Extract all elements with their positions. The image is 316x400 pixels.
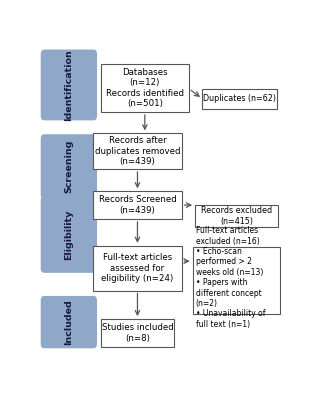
- FancyBboxPatch shape: [41, 196, 97, 273]
- Text: Identification: Identification: [64, 49, 73, 121]
- Text: Included: Included: [64, 299, 73, 345]
- Text: Eligibility: Eligibility: [64, 209, 73, 260]
- FancyBboxPatch shape: [41, 296, 97, 348]
- FancyBboxPatch shape: [94, 246, 181, 290]
- FancyBboxPatch shape: [202, 89, 277, 109]
- FancyBboxPatch shape: [41, 50, 97, 120]
- Text: Records after
duplicates removed
(n=439): Records after duplicates removed (n=439): [95, 136, 180, 166]
- Text: Records Screened
(n=439): Records Screened (n=439): [99, 195, 176, 215]
- Text: Screening: Screening: [64, 140, 73, 193]
- FancyBboxPatch shape: [94, 191, 181, 219]
- FancyBboxPatch shape: [101, 64, 189, 112]
- Text: Full-text articles
assessed for
eligibility (n=24): Full-text articles assessed for eligibil…: [101, 253, 173, 283]
- Text: Duplicates (n=62): Duplicates (n=62): [203, 94, 276, 103]
- Text: Full-text articles
excluded (n=16)
• Echo-scan
performed > 2
weeks old (n=13)
• : Full-text articles excluded (n=16) • Ech…: [196, 226, 265, 329]
- Text: Studies included
(n=8): Studies included (n=8): [101, 323, 173, 342]
- Text: Records excluded
(n=415): Records excluded (n=415): [201, 206, 272, 226]
- FancyBboxPatch shape: [101, 319, 174, 347]
- FancyBboxPatch shape: [192, 247, 280, 314]
- Text: Databases
(n=12)
Records identified
(n=501): Databases (n=12) Records identified (n=5…: [106, 68, 184, 108]
- FancyBboxPatch shape: [195, 205, 278, 227]
- FancyBboxPatch shape: [94, 134, 181, 169]
- FancyBboxPatch shape: [41, 134, 97, 199]
